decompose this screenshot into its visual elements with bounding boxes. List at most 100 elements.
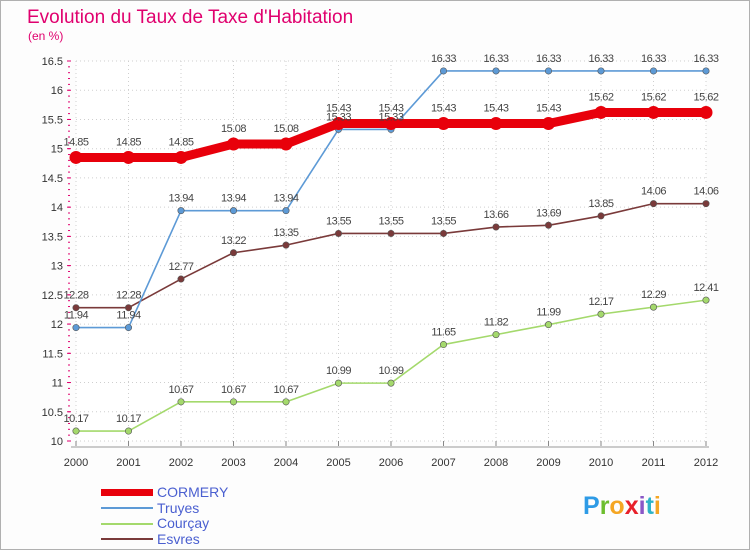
data-label: 11.65 bbox=[431, 327, 456, 339]
data-label: 11.82 bbox=[484, 317, 509, 329]
data-point bbox=[387, 379, 395, 387]
data-point bbox=[387, 229, 395, 237]
data-label: 15.43 bbox=[378, 103, 403, 115]
data-point bbox=[122, 150, 135, 164]
x-tick-label: 2004 bbox=[274, 457, 298, 469]
legend-label: Esvres bbox=[157, 530, 200, 547]
data-point bbox=[384, 117, 398, 131]
data-point bbox=[702, 67, 710, 75]
logo-letter: P bbox=[583, 492, 600, 520]
data-label: 13.55 bbox=[431, 215, 456, 227]
data-point bbox=[437, 117, 450, 131]
data-label: 13.69 bbox=[536, 207, 561, 219]
data-label: 10.67 bbox=[221, 384, 246, 396]
data-point bbox=[282, 398, 290, 406]
data-label: 11.94 bbox=[64, 310, 89, 322]
y-tick-label: 10 bbox=[51, 436, 63, 448]
data-label: 10.17 bbox=[63, 413, 88, 425]
logo-letter: t bbox=[645, 492, 654, 520]
data-point bbox=[647, 105, 660, 119]
data-label: 15.08 bbox=[273, 123, 298, 135]
data-label: 14.06 bbox=[693, 186, 718, 198]
data-point bbox=[597, 67, 605, 75]
data-label: 13.85 bbox=[588, 198, 613, 210]
legend-item-cormery: CORMERY bbox=[101, 484, 229, 501]
data-label: 12.41 bbox=[693, 282, 718, 294]
data-label: 12.28 bbox=[63, 290, 88, 302]
y-tick-label: 12.5 bbox=[42, 290, 63, 302]
data-label: 10.99 bbox=[326, 365, 351, 377]
data-label: 15.08 bbox=[221, 123, 246, 135]
data-point bbox=[177, 275, 185, 283]
data-point bbox=[544, 321, 552, 329]
x-tick-label: 2010 bbox=[589, 457, 613, 469]
legend-swatch bbox=[101, 507, 153, 510]
chart-title: Evolution du Taux de Taxe d'Habitation bbox=[27, 7, 354, 28]
x-tick-label: 2000 bbox=[64, 457, 88, 469]
data-label: 13.94 bbox=[273, 193, 298, 205]
data-label: 15.33 bbox=[378, 111, 403, 123]
x-tick-label: 2006 bbox=[379, 457, 403, 469]
data-point bbox=[177, 207, 185, 215]
data-label: 12.77 bbox=[168, 261, 193, 273]
data-point bbox=[72, 427, 80, 435]
data-point bbox=[282, 241, 290, 249]
logo-letter: i bbox=[638, 492, 646, 520]
data-point bbox=[649, 67, 657, 75]
data-label: 16.33 bbox=[641, 53, 666, 65]
data-point bbox=[544, 221, 552, 229]
y-tick-label: 14.5 bbox=[42, 173, 63, 185]
data-label: 15.62 bbox=[641, 91, 666, 103]
data-label: 16.33 bbox=[588, 53, 613, 65]
legend-label: CORMERY bbox=[157, 484, 229, 500]
data-label: 10.99 bbox=[378, 365, 403, 377]
y-tick-label: 11 bbox=[52, 378, 63, 390]
y-tick-label: 10.5 bbox=[42, 407, 63, 419]
data-label: 12.29 bbox=[641, 289, 666, 301]
y-tick-label: 16 bbox=[51, 85, 63, 97]
x-tick-label: 2007 bbox=[431, 457, 455, 469]
data-point bbox=[227, 137, 240, 151]
data-point bbox=[439, 341, 447, 349]
data-point bbox=[594, 105, 608, 119]
data-point bbox=[282, 207, 290, 215]
data-point bbox=[492, 331, 500, 339]
chart-unit-label: (en %) bbox=[28, 29, 64, 43]
y-tick-label: 14 bbox=[51, 202, 63, 214]
data-point bbox=[489, 117, 503, 131]
data-label: 16.33 bbox=[431, 53, 456, 65]
data-point bbox=[542, 117, 555, 131]
data-label: 10.67 bbox=[273, 384, 298, 396]
data-point bbox=[702, 296, 710, 304]
data-label: 15.62 bbox=[588, 91, 613, 103]
data-label: 12.28 bbox=[116, 290, 141, 302]
x-tick-label: 2008 bbox=[484, 457, 508, 469]
data-point bbox=[72, 324, 80, 332]
data-label: 12.17 bbox=[588, 296, 613, 308]
data-label: 13.55 bbox=[378, 215, 403, 227]
x-tick-label: 2005 bbox=[326, 457, 350, 469]
data-point bbox=[125, 324, 133, 332]
y-tick-label: 12 bbox=[51, 319, 63, 331]
data-point bbox=[597, 310, 605, 318]
legend-label: Truyes bbox=[157, 499, 200, 516]
data-point bbox=[439, 229, 447, 237]
data-point bbox=[544, 67, 552, 75]
data-point bbox=[279, 137, 293, 151]
legend-item-truyes: Truyes bbox=[101, 499, 228, 517]
data-label: 13.94 bbox=[168, 193, 193, 205]
y-tick-label: 15 bbox=[51, 144, 63, 156]
legend-item-courçay: Courçay bbox=[101, 515, 228, 532]
data-label: 11.99 bbox=[536, 307, 561, 319]
data-label: 15.43 bbox=[483, 103, 508, 115]
y-tick-label: 13 bbox=[51, 261, 63, 273]
y-tick-label: 13.5 bbox=[42, 231, 63, 243]
data-point bbox=[702, 200, 710, 208]
data-point bbox=[230, 398, 238, 406]
data-label: 10.67 bbox=[168, 384, 193, 396]
legend-swatch bbox=[101, 522, 153, 525]
data-label: 13.55 bbox=[326, 215, 351, 227]
data-label: 10.17 bbox=[116, 413, 141, 425]
data-label: 16.33 bbox=[693, 53, 718, 65]
